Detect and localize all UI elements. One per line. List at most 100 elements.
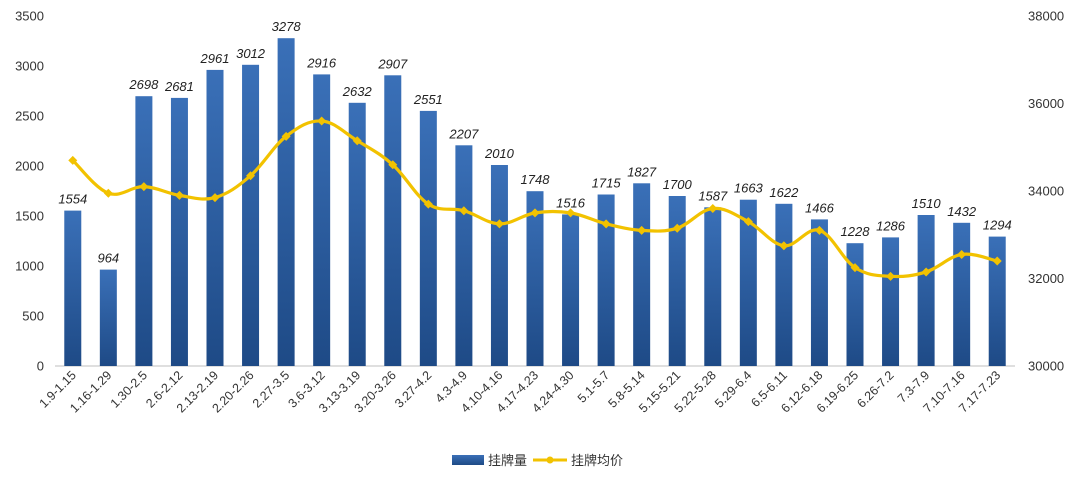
x-axis-labels: 1.9-1.151.16-1.291.30-2.52.6-2.122.13-2.… [37, 368, 1004, 415]
bar [419, 110, 437, 367]
bar [490, 165, 508, 366]
line-point [957, 249, 967, 259]
line-point [850, 263, 860, 273]
line-point [494, 219, 504, 229]
legend-swatch-marker [546, 456, 554, 464]
left-axis-tick-label: 3500 [15, 9, 44, 24]
bar-value-label: 2681 [164, 79, 194, 94]
bar-value-label: 1663 [734, 181, 764, 196]
line-point [601, 219, 611, 229]
bar-value-label: 1554 [58, 192, 87, 207]
bar [455, 145, 473, 366]
bar [348, 102, 366, 367]
line-point [743, 217, 753, 227]
bar [99, 269, 117, 366]
bar-value-label: 1294 [983, 218, 1012, 233]
bar [739, 199, 757, 366]
bar [526, 191, 544, 366]
bar [633, 183, 651, 366]
bar-value-label: 1587 [698, 188, 728, 203]
line-point [814, 225, 824, 235]
bar-value-label: 1748 [521, 172, 551, 187]
left-axis-tick-label: 500 [22, 309, 44, 324]
bar-value-label: 2916 [306, 55, 337, 70]
bar-value-label: 2010 [484, 146, 515, 161]
line-point [992, 256, 1002, 266]
bar [170, 97, 188, 367]
left-axis-tick-label: 0 [37, 359, 44, 374]
bar [668, 196, 686, 366]
line-point [174, 190, 184, 200]
bar-data-labels: 1554 964 2698 2681 2961 3012 3278 2916 2632 2907 2… [58, 19, 1011, 265]
bar-value-label: 1715 [592, 176, 622, 191]
legend-label-bar: 挂牌量 [488, 453, 527, 468]
x-axis-tick-label: 2.27-3.5 [250, 368, 292, 410]
bar-value-label: 1622 [769, 185, 799, 200]
bar [810, 219, 828, 366]
left-axis-tick-label: 3000 [15, 59, 44, 74]
legend-label-line: 挂牌均价 [571, 453, 623, 468]
bar-value-label: 2551 [413, 92, 443, 107]
right-axis-tick-label: 38000 [1028, 9, 1064, 24]
bar [562, 214, 580, 366]
x-axis-tick-label: 6.26-7.2 [854, 368, 896, 410]
right-axis-tick-label: 34000 [1028, 184, 1064, 199]
line-point [352, 136, 362, 146]
line-point [317, 116, 327, 126]
line-point [530, 208, 540, 218]
left-axis-tick-label: 2500 [15, 109, 44, 124]
bar-value-label: 1516 [556, 195, 586, 210]
bar-value-label: 1510 [912, 196, 942, 211]
line-point [886, 271, 896, 281]
line-point [708, 204, 718, 213]
legend-swatch-bar [452, 455, 484, 465]
line-point [423, 199, 433, 209]
bar [597, 194, 615, 366]
bar [384, 75, 402, 367]
x-axis-tick-label: 3.27-4.2 [392, 368, 434, 410]
bar-value-label: 2907 [377, 56, 408, 71]
right-axis-tick-label: 30000 [1028, 359, 1064, 374]
legend: 挂牌量 挂牌均价 [452, 453, 623, 468]
bar-value-label: 2961 [200, 51, 230, 66]
bar [775, 203, 793, 366]
bar [846, 243, 864, 366]
line-series [68, 116, 1002, 281]
bar [206, 69, 224, 367]
right-y-axis: 30000 32000 34000 36000 38000 [1028, 9, 1064, 374]
right-axis-tick-label: 32000 [1028, 271, 1064, 286]
bar-value-label: 1466 [805, 200, 835, 215]
bar-value-label: 3012 [236, 46, 266, 61]
left-axis-tick-label: 2000 [15, 159, 44, 174]
bar-value-label: 2698 [128, 77, 159, 92]
left-y-axis: 0 500 1000 1500 2000 2500 3000 3500 [15, 9, 44, 374]
bar [64, 210, 82, 366]
bar-value-label: 1700 [663, 177, 693, 192]
bar-value-label: 2632 [342, 84, 373, 99]
line-point [68, 155, 78, 165]
line-point [246, 171, 256, 181]
line-point [921, 267, 931, 277]
line-point [637, 225, 647, 235]
line-point [281, 131, 291, 141]
bar-series [64, 38, 1006, 367]
line-point [139, 182, 149, 192]
line-point [566, 208, 576, 218]
line-point [388, 160, 398, 170]
bar [882, 237, 900, 366]
left-axis-tick-label: 1500 [15, 209, 44, 224]
line-point [672, 223, 682, 233]
line-point [459, 206, 469, 216]
bar [917, 215, 935, 366]
x-axis-tick-label: 5.29-6.4 [712, 368, 754, 410]
bar-value-label: 2207 [448, 126, 479, 141]
right-axis-tick-label: 36000 [1028, 96, 1064, 111]
bar [988, 236, 1006, 366]
x-axis-tick-label: 1.30-2.5 [108, 368, 150, 410]
bar [704, 207, 722, 366]
bar-value-label: 1432 [947, 204, 977, 219]
bar [135, 96, 153, 366]
bar [242, 64, 260, 367]
